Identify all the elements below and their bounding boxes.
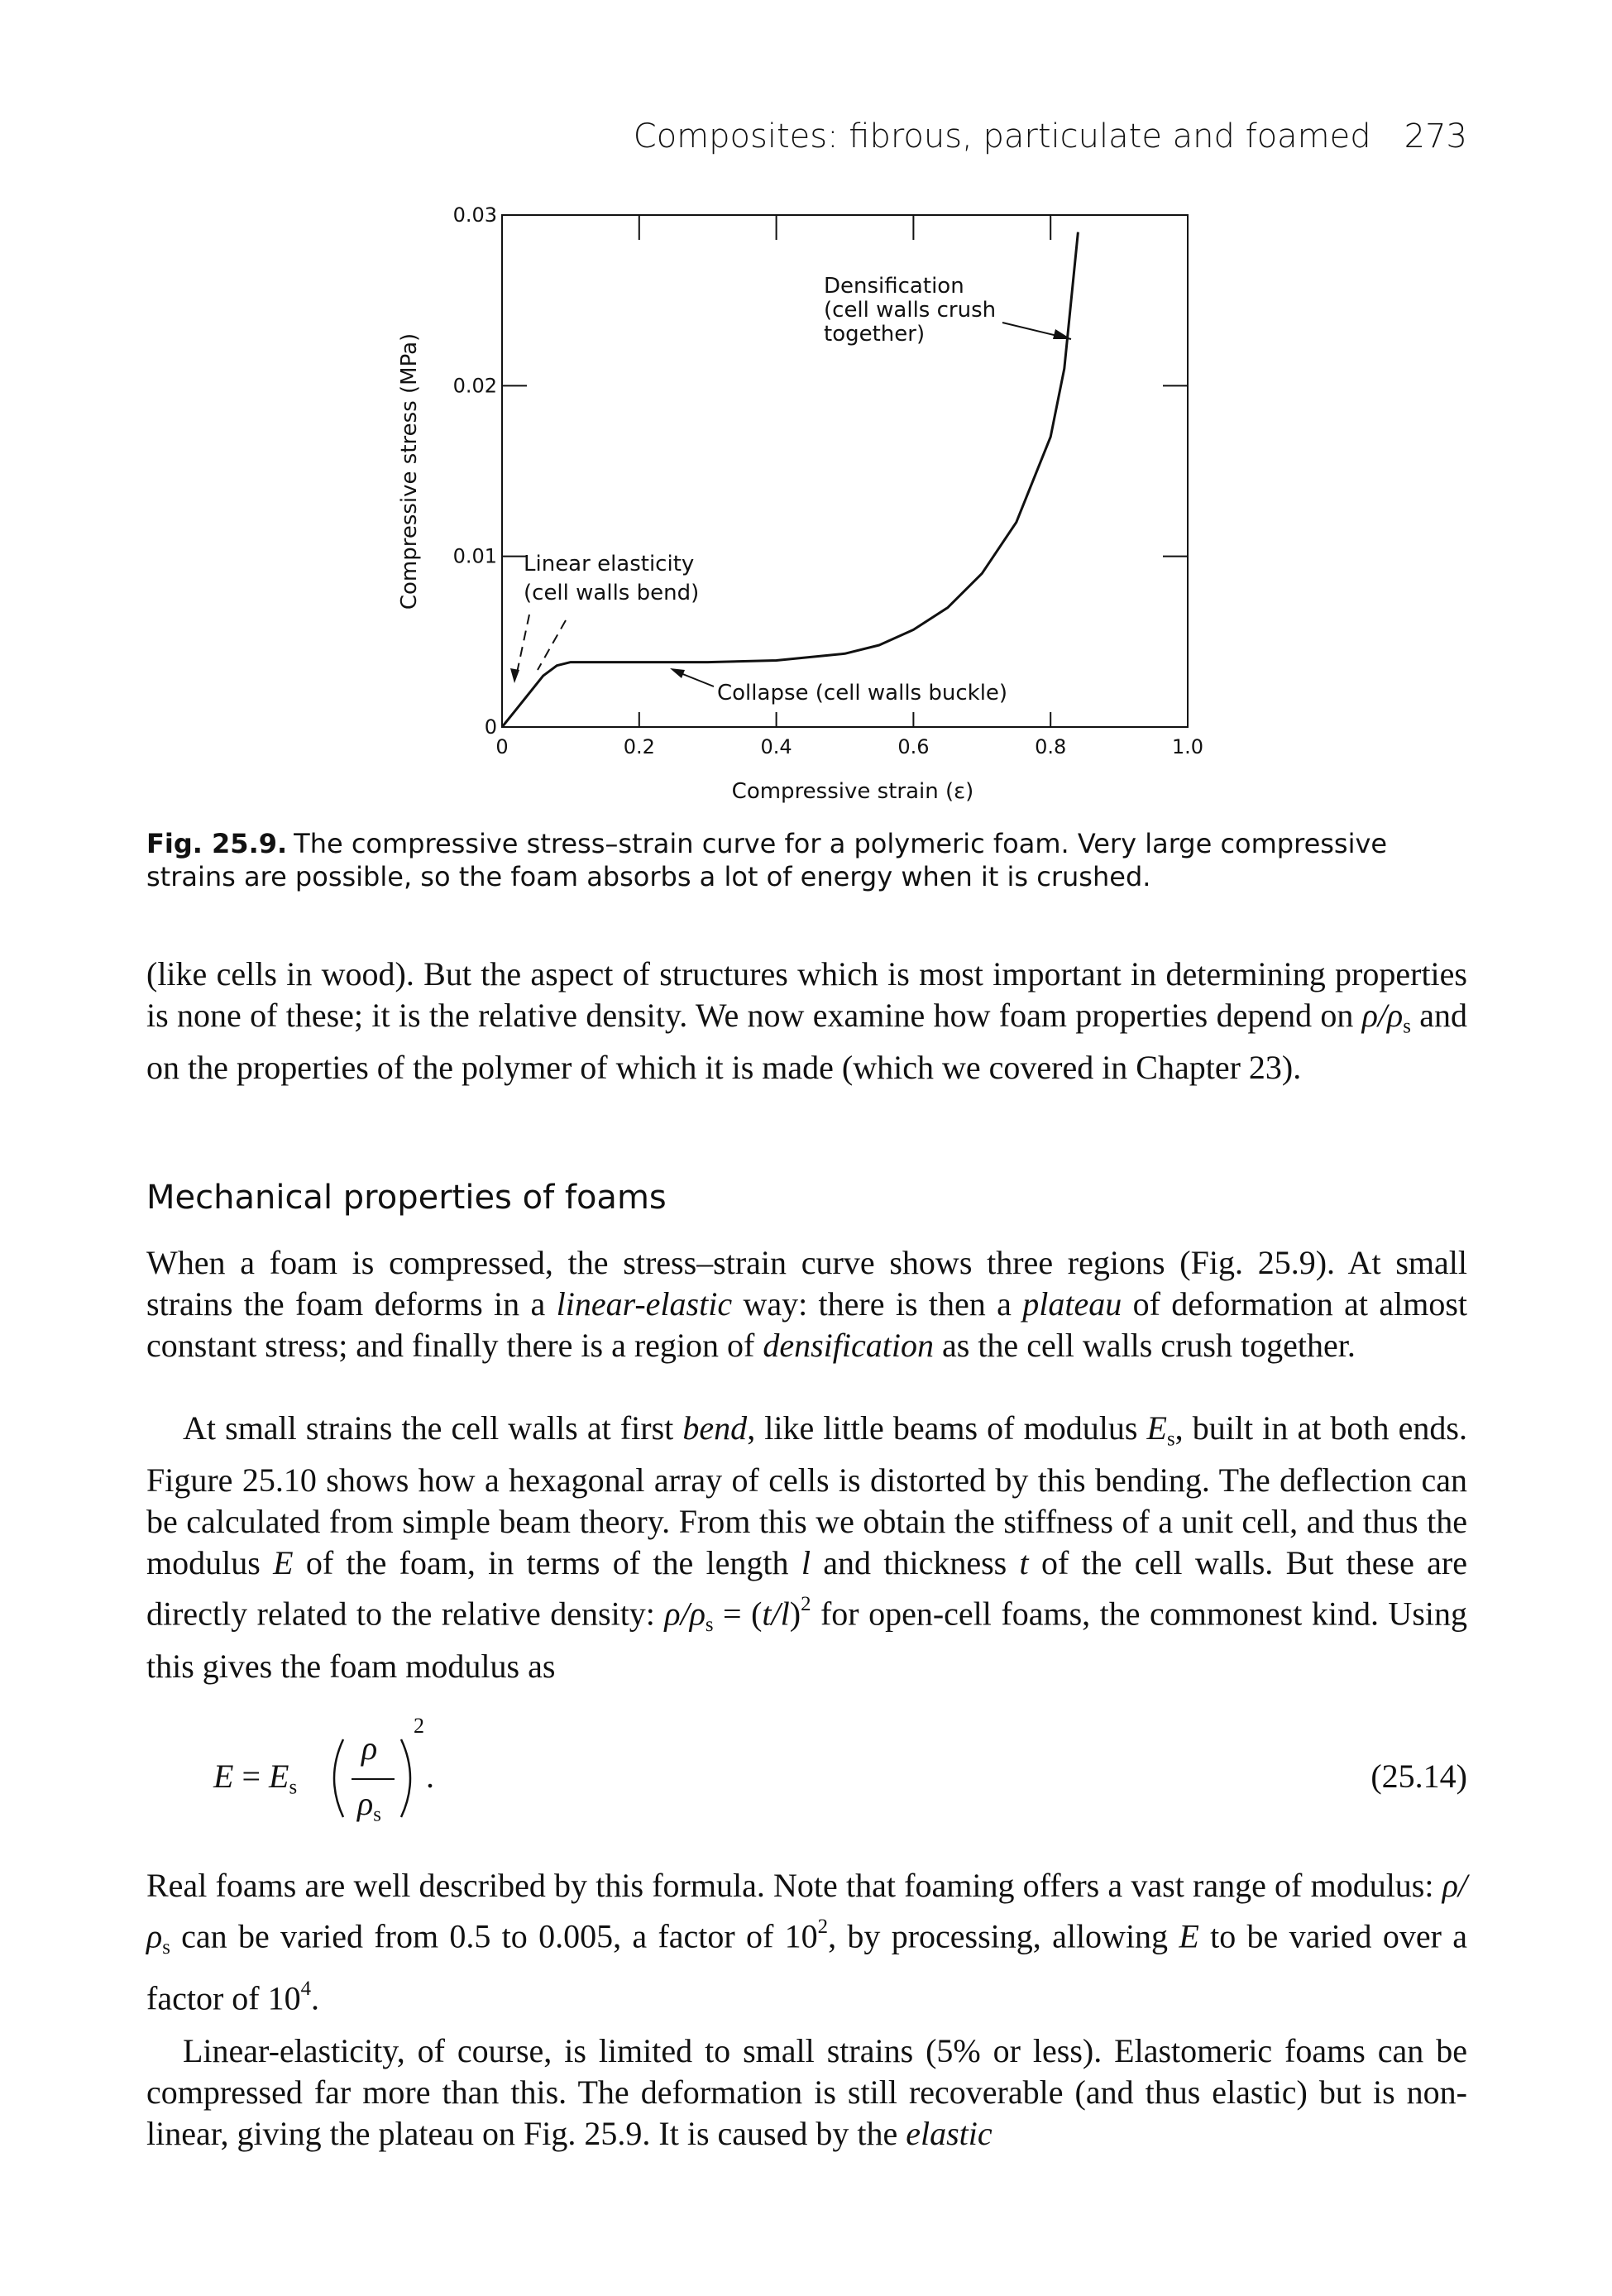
text-run: ) [789, 1595, 801, 1633]
text-run: linear-elastic [556, 1285, 733, 1323]
text-run: t [1019, 1544, 1029, 1582]
text-run: for open-cell foams, the commonest kind.… [146, 1595, 1467, 1686]
paragraph: (like cells in wood). But the aspect of … [146, 954, 1467, 1088]
text-run: , built in at both ends. Figure 25.10 sh… [146, 1409, 1467, 1582]
eq-sign: = [242, 1758, 261, 1795]
text-run: elastic [906, 2115, 993, 2152]
text-run: Linear-elasticity, of course, is limited… [146, 2032, 1467, 2152]
paragraph: When a foam is compressed, the stress–st… [146, 1242, 1467, 1366]
text-run: and on the properties of the polymer of … [146, 997, 1467, 1087]
x-tick-label: 0.6 [897, 735, 929, 758]
text-run: can be varied from 0.5 to 0.005, a facto… [170, 1917, 818, 1955]
text-run: s [1166, 1428, 1175, 1451]
text-run: ρ/ρ [1361, 997, 1404, 1034]
plot-frame [501, 214, 1189, 728]
y-tick-label: 0.03 [453, 203, 497, 227]
text-run: . [311, 1979, 319, 2017]
text-run: = ( [713, 1595, 763, 1633]
equation-brackets [332, 1739, 412, 1818]
eq-numerator: ρ [361, 1729, 378, 1767]
section-heading: Mechanical properties of foams [146, 1179, 667, 1217]
paren [332, 1739, 345, 1818]
x-axis-label: Compressive strain (ε) [732, 779, 974, 804]
annotation: together) [824, 322, 925, 347]
equation-lhs: E = Es [213, 1757, 297, 1799]
text-run: to be varied over a factor of 10 [146, 1917, 1467, 2017]
text-run: s [1403, 1015, 1411, 1038]
x-tick-label: 0.8 [1035, 735, 1066, 758]
annotation-arrow [515, 614, 530, 677]
text-run: ρ/ρ [664, 1595, 706, 1633]
x-tick-label: 0 [495, 735, 508, 758]
text-run: way: there is then a [732, 1285, 1023, 1323]
annotation: (cell walls crush [824, 298, 996, 323]
y-tick-label: 0.01 [453, 545, 497, 568]
arrow-head [510, 668, 519, 683]
text-run: densification [763, 1327, 934, 1364]
text-run: and thickness [810, 1544, 1020, 1582]
text-run: E [1146, 1409, 1167, 1447]
figure: Densification (cell walls crush together… [397, 203, 1203, 804]
page-number: 273 [1404, 117, 1467, 155]
text-run: of deformation at almost constant stress… [146, 1285, 1467, 1364]
eq-power: 2 [414, 1714, 424, 1738]
paragraph: Linear-elasticity, of course, is limited… [146, 2031, 1467, 2155]
text-run: (like cells in wood). But the aspect of … [146, 955, 1467, 1034]
text-run: When a foam is compressed, the stress–st… [146, 1244, 1467, 1323]
paren [399, 1739, 412, 1818]
text-run: plateau [1022, 1285, 1122, 1323]
caption-label: Fig. 25.9. [146, 828, 288, 859]
eq-number: (25.14) [1370, 1758, 1467, 1795]
annotation: Linear elasticity [524, 552, 694, 576]
running-title: Composites: fibrous, particulate and foa… [633, 117, 1371, 155]
text-run: of the foam, in terms of the length [293, 1544, 801, 1582]
text-run: bend [682, 1409, 748, 1447]
text-run: At small strains the cell walls at first [183, 1409, 683, 1447]
figure-caption: Fig. 25.9. The compressive stress–strain … [146, 827, 1470, 893]
y-axis-label: Compressive stress (MPa) [397, 333, 422, 610]
text-run: Real foams are well described by this fo… [146, 1867, 1442, 1904]
arrow-head [670, 668, 685, 678]
paragraph: Real foams are well described by this fo… [146, 1865, 1467, 2019]
paragraph: At small strains the cell walls at first… [146, 1408, 1467, 1687]
text-run: , by processing, allowing [828, 1917, 1179, 1955]
annotation-arrow [537, 619, 567, 671]
text-run: 2 [801, 1593, 811, 1616]
eq-subscript: s [289, 1776, 298, 1799]
x-tick-label: 0.2 [624, 735, 655, 758]
text-run: t/l [762, 1595, 790, 1633]
text-run: E [1179, 1917, 1199, 1955]
annotation: Collapse (cell walls buckle) [717, 681, 1007, 706]
text-run: l [801, 1544, 811, 1582]
stress-strain-curve [500, 232, 1079, 728]
text-run: ρ/ρ [146, 1867, 1467, 1955]
text-run: s [162, 1935, 170, 1959]
text-run: s [705, 1614, 714, 1637]
running-head: Composites: fibrous, particulate and foa… [634, 117, 1467, 155]
text-run: , like little beams of modulus [747, 1409, 1147, 1447]
text-run: 4 [300, 1977, 311, 2000]
text-run: of the cell walls. But these are directl… [146, 1544, 1468, 1633]
text-run: as the cell walls crush together. [934, 1327, 1356, 1364]
annotation: Densification [824, 274, 964, 299]
eq-symbol: E [213, 1758, 234, 1795]
caption-text: The compressive stress–strain curve for … [146, 828, 1388, 892]
eq-denominator: ρs [357, 1784, 381, 1826]
y-tick-label: 0 [485, 715, 497, 739]
y-tick-label: 0.02 [453, 374, 497, 397]
x-tick-label: 1.0 [1172, 735, 1203, 758]
text-run: E [273, 1544, 294, 1582]
eq-symbol: ρ [357, 1785, 374, 1822]
eq-period: . [426, 1758, 434, 1795]
text-run: 2 [817, 1916, 829, 1938]
eq-subscript: s [373, 1803, 381, 1826]
eq-symbol: E [269, 1758, 289, 1795]
x-tick-label: 0.4 [761, 735, 792, 758]
annotation: (cell walls bend) [524, 581, 699, 605]
